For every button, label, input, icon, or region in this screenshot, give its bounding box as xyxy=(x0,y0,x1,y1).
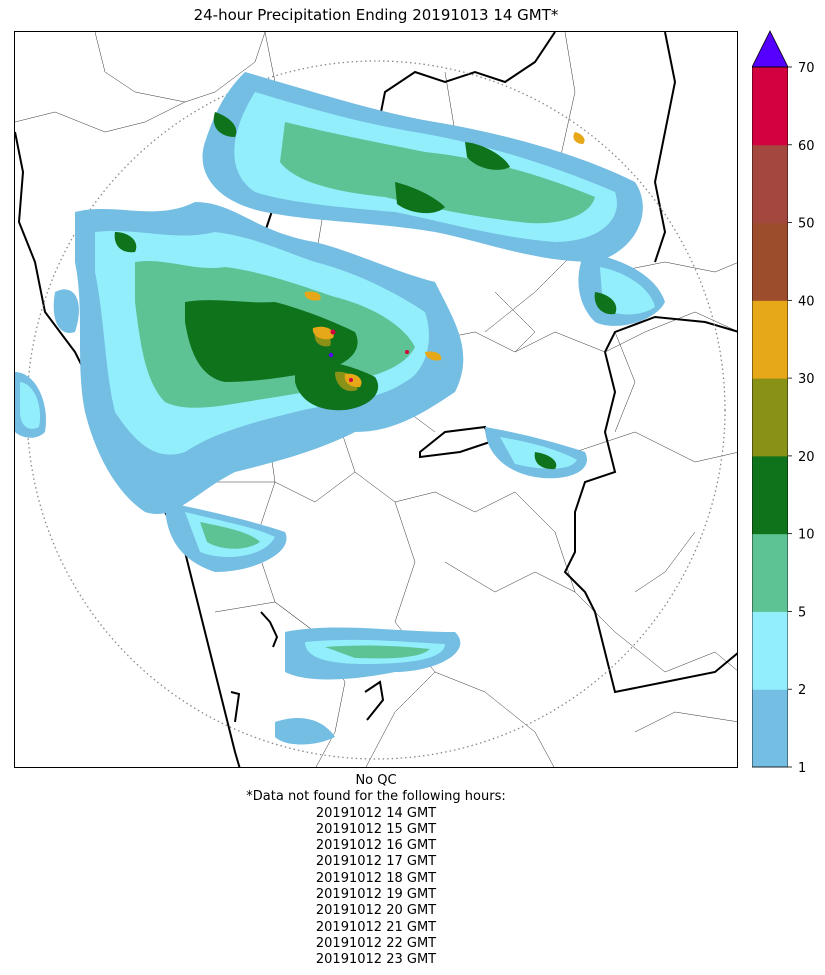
precip-40-60 xyxy=(330,329,409,382)
colorbar-tick-label: 5 xyxy=(798,605,806,620)
colorbar-tick-label: 70 xyxy=(798,61,815,76)
colorbar-bins xyxy=(752,67,788,768)
colorbar-bin xyxy=(752,300,788,379)
precip-over-70 xyxy=(328,352,334,358)
colorbar-outline xyxy=(752,66,788,768)
precipitation-map xyxy=(14,31,738,768)
map-title: 24-hour Precipitation Ending 20191013 14… xyxy=(193,6,559,24)
radar-range-ring xyxy=(26,60,726,760)
missing-hour: 20191012 23 GMT xyxy=(315,952,437,968)
missing-hour: 20191012 19 GMT xyxy=(315,887,437,903)
missing-hour: 20191012 15 GMT xyxy=(315,821,437,837)
precip-30-40 xyxy=(304,132,585,388)
colorbar-extend-arrow xyxy=(752,30,788,68)
colorbar-tick-label: 60 xyxy=(798,139,815,154)
missing-hour: 20191012 18 GMT xyxy=(315,870,437,886)
colorbar-tick-label: 30 xyxy=(798,372,815,387)
colorbar-bin xyxy=(752,689,788,768)
colorbar-tick-label: 40 xyxy=(798,294,815,309)
missing-hour: 20191012 20 GMT xyxy=(315,903,437,919)
missing-hour: 20191012 14 GMT xyxy=(315,805,437,821)
map-canvas xyxy=(15,32,737,767)
colorbar-tick-label: 50 xyxy=(798,217,815,232)
missing-hour: 20191012 21 GMT xyxy=(315,919,437,935)
missing-data-note: *Data not found for the following hours: xyxy=(246,789,506,805)
colorbar-tick-label: 2 xyxy=(798,683,806,698)
colorbar-bin xyxy=(752,533,788,612)
colorbar-tick-label: 1 xyxy=(798,761,806,776)
footer-notes: No QC *Data not found for the following … xyxy=(14,773,738,969)
missing-hour: 20191012 16 GMT xyxy=(315,838,437,854)
colorbar-tick-label: 20 xyxy=(798,450,815,465)
missing-hour: 20191012 22 GMT xyxy=(315,935,437,951)
colorbar-ticks: 1 2 5 10 20 30 40 50 60 70 xyxy=(788,61,815,776)
colorbar-bin xyxy=(752,144,788,224)
colorbar-bin xyxy=(752,378,788,457)
qc-status: No QC xyxy=(355,773,397,788)
colorbar-bin xyxy=(752,222,788,301)
missing-hour: 20191012 17 GMT xyxy=(315,854,437,870)
colorbar-tick-label: 10 xyxy=(798,528,815,543)
colorbar-bin xyxy=(752,455,788,535)
colorbar xyxy=(752,30,788,768)
precip-10-20 xyxy=(114,112,617,470)
colorbar-bin xyxy=(752,67,788,146)
colorbar-bin xyxy=(752,611,788,690)
